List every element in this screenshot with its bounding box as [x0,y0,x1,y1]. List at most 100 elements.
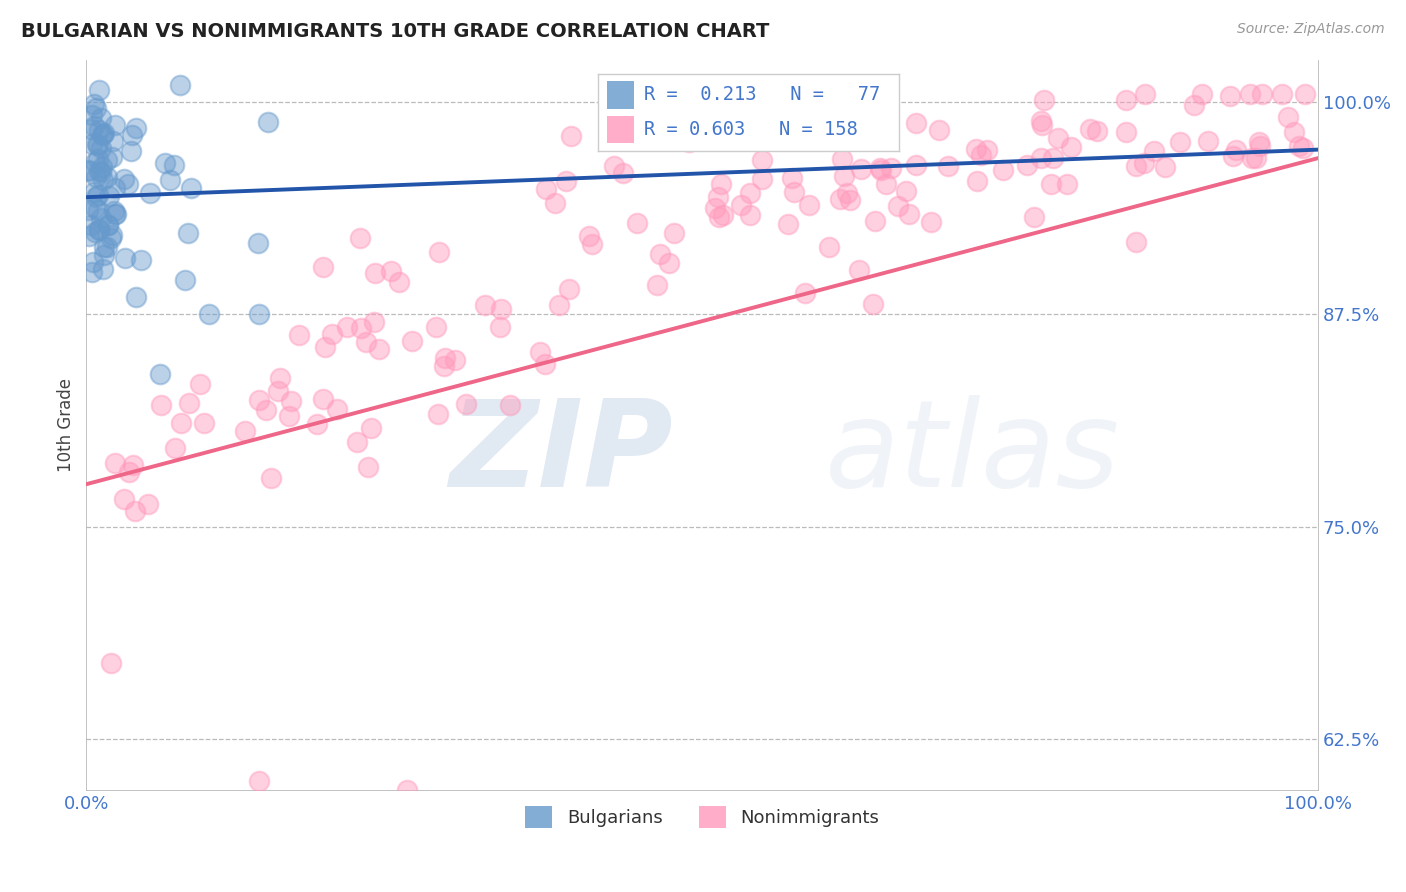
Point [427,407,450,421]
Point [120,145,142,159]
Point [121,128,143,143]
Point [321,327,343,342]
Point [626,216,648,230]
Point [1197,135,1219,149]
Point [380,264,402,278]
Point [880,161,903,176]
Point [90,141,112,155]
Point [82,265,104,279]
Point [87,83,110,97]
Point [1031,118,1053,132]
Point [82,255,104,269]
Point [491,301,513,316]
Point [848,262,870,277]
Point [247,307,270,321]
Point [104,207,127,221]
Point [544,195,567,210]
Point [875,177,897,191]
Point [897,207,920,221]
Point [277,409,299,423]
Point [247,774,270,789]
Point [357,460,380,475]
Point [905,159,928,173]
Point [703,201,725,215]
Point [1125,235,1147,250]
Point [104,118,127,132]
Point [124,290,146,304]
Point [1244,151,1267,165]
Point [312,260,335,274]
Point [443,353,465,368]
Point [427,244,450,259]
Point [77,229,100,244]
Point [335,320,357,334]
Point [1282,125,1305,139]
Point [269,370,291,384]
Point [149,398,172,412]
Point [434,351,457,366]
Point [91,172,114,186]
Point [83,185,105,199]
Point [794,286,817,301]
Point [233,424,256,438]
Point [835,186,858,201]
Point [862,297,884,311]
Text: BULGARIAN VS NONIMMIGRANTS 10TH GRADE CORRELATION CHART: BULGARIAN VS NONIMMIGRANTS 10TH GRADE CO… [21,22,769,41]
Point [870,162,893,177]
Point [363,315,385,329]
Text: atlas: atlas [825,395,1121,513]
Point [578,228,600,243]
Point [90,211,112,225]
Point [558,282,581,296]
Point [388,275,411,289]
Point [1250,87,1272,101]
Point [96,153,118,168]
Point [305,417,328,431]
Point [104,181,127,195]
Point [664,227,686,241]
Point [1040,177,1063,191]
Point [193,416,215,430]
Point [76,163,98,178]
Point [170,417,193,431]
Point [254,402,277,417]
Point [920,215,942,229]
Point [100,656,122,670]
Point [1060,140,1083,154]
Point [87,222,110,236]
Point [1191,87,1213,101]
Point [80,108,103,122]
Point [188,377,211,392]
Point [90,164,112,178]
Legend: Bulgarians, Nonimmigrants: Bulgarians, Nonimmigrants [517,799,886,836]
Point [360,420,382,434]
Point [499,398,522,412]
Point [433,359,456,373]
Point [547,298,569,312]
Point [710,177,733,191]
Point [349,321,371,335]
Point [260,471,283,485]
Point [865,214,887,228]
Point [91,128,114,142]
Point [1031,151,1053,165]
Point [155,155,177,169]
Point [1249,139,1271,153]
Point [751,172,773,186]
Point [280,393,302,408]
Point [702,131,724,145]
Point [114,251,136,265]
Point [97,218,120,232]
Point [86,137,108,152]
Point [664,128,686,143]
Point [1115,94,1137,108]
Point [246,235,269,250]
Point [288,327,311,342]
Point [149,367,172,381]
Point [711,208,734,222]
Point [1239,87,1261,101]
Point [894,184,917,198]
Point [740,186,762,200]
Point [96,169,118,184]
Text: ZIP: ZIP [449,395,672,513]
